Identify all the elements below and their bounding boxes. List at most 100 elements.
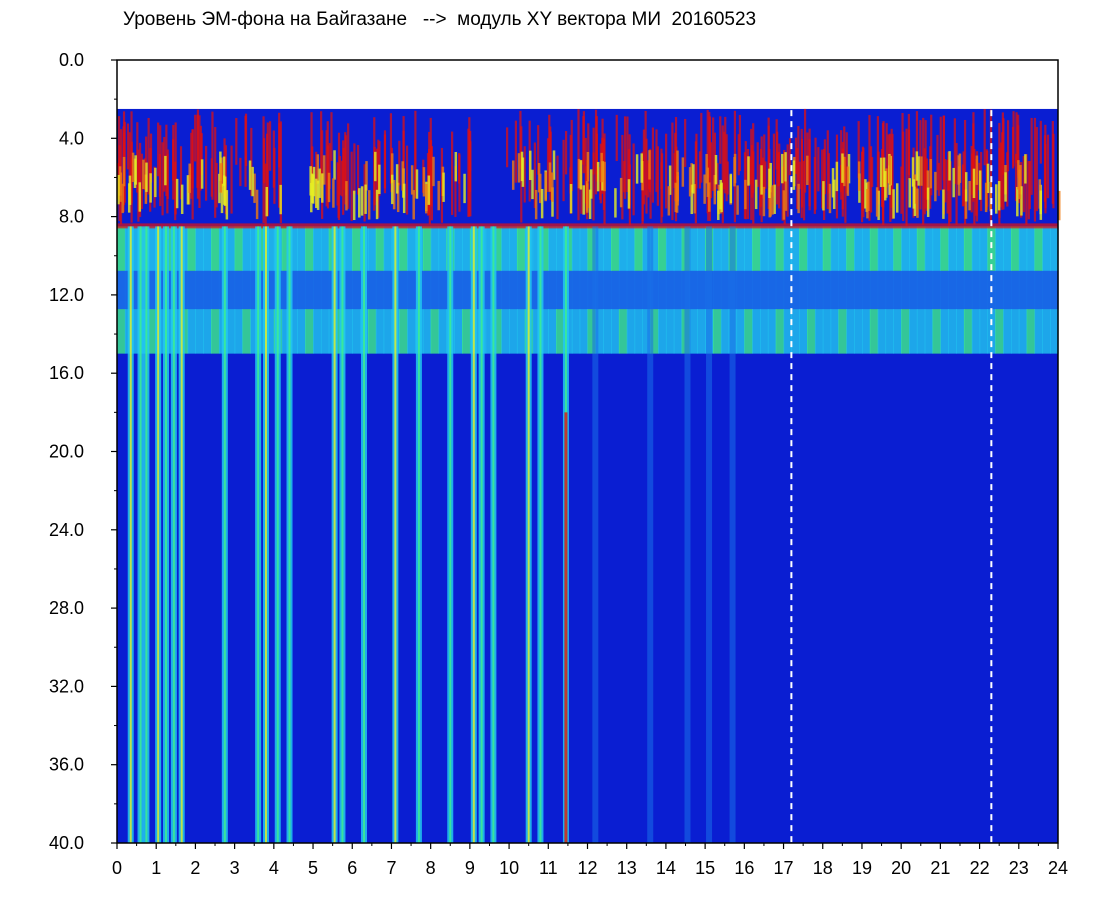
middle-band-cell (587, 309, 596, 354)
upper-band-core (142, 159, 145, 190)
upper-band-streak (961, 164, 965, 207)
x-tick-label: 7 (386, 858, 396, 878)
middle-band-cell (642, 270, 651, 310)
upper-band-streak (840, 130, 843, 200)
upper-band-core (427, 175, 431, 205)
upper-band-streak (215, 162, 218, 208)
upper-band-streak (900, 166, 903, 214)
upper-band-core (877, 190, 880, 221)
middle-band-cell (289, 309, 298, 354)
middle-band-cell (258, 309, 267, 354)
upper-band-streak (695, 133, 698, 189)
middle-band-cell (587, 270, 596, 310)
middle-band-cell (313, 309, 322, 354)
upper-band-streak (130, 111, 133, 204)
middle-band-cell (430, 226, 440, 271)
upper-band-core (957, 166, 961, 196)
upper-band-core (828, 183, 832, 214)
upper-band-streak (817, 147, 820, 192)
middle-band-cell (854, 309, 863, 354)
anomaly-line (564, 412, 568, 843)
middle-band-cell (1003, 270, 1012, 310)
upper-band-streak (907, 129, 911, 175)
middle-band-cell (665, 309, 675, 354)
upper-band-core (175, 178, 179, 209)
upper-band-streak (450, 131, 454, 215)
upper-band-streak (523, 146, 526, 203)
middle-band-cell (689, 270, 698, 310)
upper-band-streak (800, 138, 804, 208)
upper-band-streak (972, 123, 975, 202)
middle-band-cell (830, 309, 840, 354)
upper-band-streak (143, 158, 146, 191)
middle-band-cell (1042, 270, 1051, 310)
middle-band-cell (901, 226, 910, 271)
upper-band-core (577, 158, 581, 189)
upper-band-streak (204, 145, 208, 201)
middle-band-cell (712, 226, 722, 271)
upper-band-core (551, 172, 554, 202)
upper-band-streak (803, 108, 807, 193)
middle-band-cell (579, 309, 589, 354)
upper-band-streak (157, 122, 160, 177)
middle-band-cell (250, 226, 259, 271)
upper-band-streak (1017, 114, 1020, 176)
upper-band-core (321, 173, 324, 203)
upper-band-core (412, 190, 415, 220)
upper-band-core (131, 152, 135, 182)
upper-band-streak (750, 128, 753, 220)
middle-band-cell (454, 270, 463, 310)
upper-band-streak (235, 118, 238, 165)
middle-band-cell (791, 309, 800, 354)
upper-band-core (223, 176, 227, 206)
middle-band-cell (697, 226, 706, 271)
middle-band-cell (289, 226, 298, 271)
upper-band-core (200, 159, 204, 189)
upper-band-core (929, 159, 932, 189)
upper-band-streak (1035, 127, 1038, 212)
vertical-streak-core (363, 226, 366, 843)
upper-band-core (736, 185, 739, 215)
upper-band-streak (1044, 143, 1047, 209)
upper-band-core (1057, 190, 1061, 221)
upper-band-streak (808, 139, 811, 207)
middle-band-cell (587, 226, 596, 271)
upper-band-streak (813, 156, 816, 214)
middle-band-cell (854, 270, 863, 310)
middle-band-cell (775, 270, 785, 310)
middle-band-cell (736, 226, 745, 271)
middle-band-cell (320, 226, 330, 271)
upper-band-streak (764, 161, 767, 189)
vertical-streak-core (449, 226, 452, 843)
middle-band-cell (407, 226, 416, 271)
middle-band-cell (320, 309, 330, 354)
upper-band-streak (458, 154, 461, 212)
upper-band-streak (341, 160, 344, 197)
middle-band-cell (963, 270, 973, 310)
upper-band-core (693, 184, 696, 214)
middle-band-cell (971, 226, 981, 271)
middle-band-cell (226, 226, 236, 271)
upper-band-core (717, 190, 720, 221)
upper-band-core (251, 166, 254, 197)
vertical-streak (647, 226, 654, 843)
vertical-streak-core (288, 226, 291, 843)
middle-band-cell (265, 270, 275, 310)
middle-band-cell (697, 270, 706, 310)
upper-band-core (358, 188, 361, 218)
upper-band-core (911, 157, 915, 187)
upper-band-core (888, 155, 892, 185)
upper-band-core (747, 156, 750, 186)
upper-band-streak (414, 110, 417, 192)
x-tick-label: 2 (190, 858, 200, 878)
upper-band-streak (970, 145, 973, 213)
middle-band-cell (265, 226, 275, 271)
vertical-streak (706, 226, 713, 843)
middle-band-cell (901, 309, 910, 354)
middle-band-cell (148, 270, 157, 310)
middle-band-cell (117, 226, 126, 271)
upper-band-core (401, 161, 404, 191)
upper-band-streak (716, 163, 719, 190)
upper-band-core (690, 184, 693, 215)
middle-band-cell (132, 309, 142, 354)
